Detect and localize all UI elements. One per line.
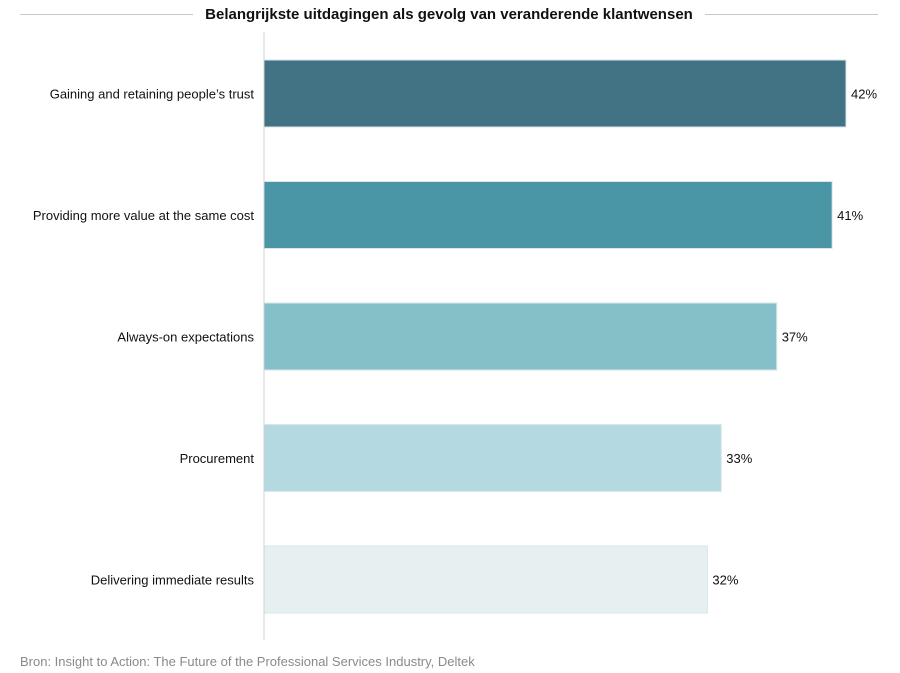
- data-label: 32%: [712, 573, 738, 588]
- data-label: 37%: [782, 330, 808, 345]
- title-rule-right: [704, 13, 878, 15]
- bar: [263, 302, 778, 371]
- data-label: 33%: [726, 451, 752, 466]
- category-label: Procurement: [180, 451, 255, 466]
- bar: [263, 545, 708, 614]
- title-rule-left: [20, 13, 194, 15]
- bar: [263, 424, 722, 492]
- category-label: Gaining and retaining people’s trust: [50, 87, 255, 102]
- category-label: Delivering immediate results: [91, 573, 255, 588]
- data-label: 41%: [837, 208, 863, 223]
- category-label: Always-on expectations: [117, 330, 254, 345]
- bar: [263, 59, 847, 128]
- data-label: 42%: [851, 87, 877, 102]
- bar: [263, 181, 833, 249]
- category-label: Providing more value at the same cost: [33, 208, 254, 223]
- source-note: Bron: Insight to Action: The Future of t…: [20, 654, 475, 669]
- chart-title-bar: Belangrijkste uitdagingen als gevolg van…: [20, 3, 878, 25]
- bar-chart: Gaining and retaining people’s trust 42% P…: [33, 32, 877, 640]
- chart-title: Belangrijkste uitdagingen als gevolg van…: [205, 5, 693, 23]
